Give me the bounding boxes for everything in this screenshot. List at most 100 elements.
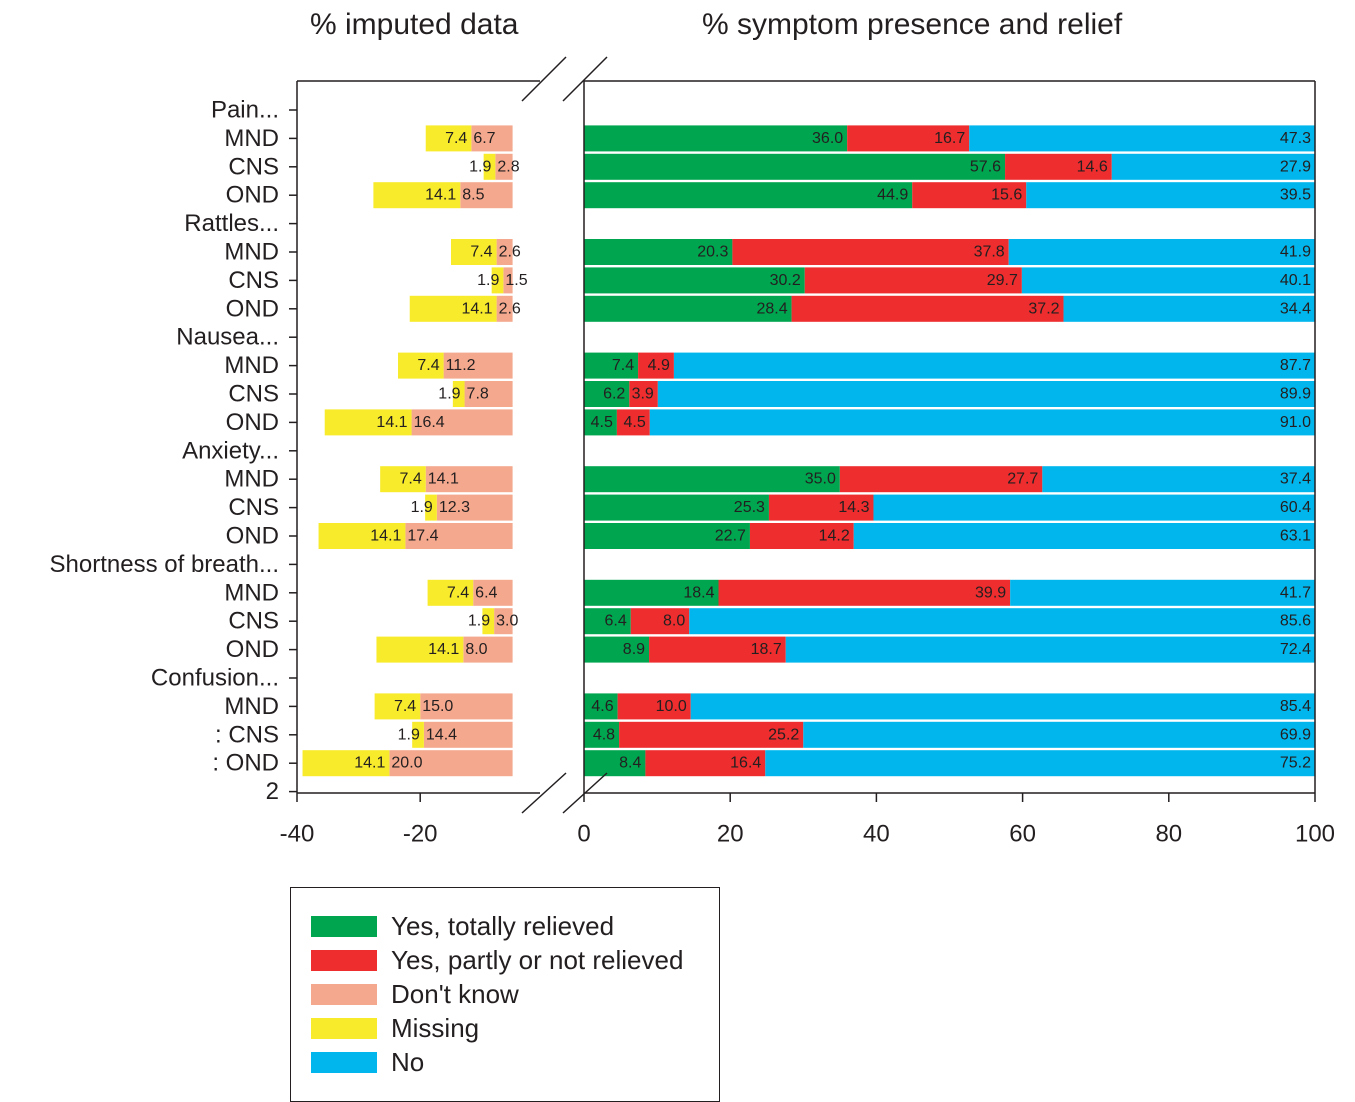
data-label-missing: 7.4 (417, 357, 439, 374)
bar-dont-know (464, 381, 513, 407)
data-label-partly-relieved: 39.9 (975, 584, 1006, 601)
legend-item-missing: Missing (311, 1012, 480, 1043)
legend-item-partly-relieved: Yes, partly or not relieved (311, 945, 683, 975)
data-label-partly-relieved: 29.7 (987, 272, 1018, 289)
data-label-no: 39.5 (1280, 187, 1311, 204)
bar-missing (380, 466, 426, 493)
bar-totally-relieved (584, 636, 650, 663)
bar-totally-relieved (584, 239, 733, 265)
bar-partly-relieved (645, 750, 766, 777)
data-label-totally-relieved: 20.3 (697, 244, 728, 261)
data-label-dont-know: 2.8 (497, 158, 519, 175)
legend-swatch-partly-relieved (311, 949, 377, 971)
bar-dont-know (496, 295, 513, 322)
bar-partly-relieved (617, 693, 691, 720)
data-label-partly-relieved: 16.7 (934, 130, 965, 147)
data-label-missing: 7.4 (399, 471, 421, 488)
bar-totally-relieved (584, 693, 618, 720)
bar-missing (409, 295, 497, 322)
y-tick-label: 2 (266, 778, 279, 805)
bar-totally-relieved (584, 750, 646, 777)
bar-no (1008, 239, 1315, 265)
data-label-no: 40.1 (1280, 272, 1311, 289)
y-tick-label: Shortness of breath... (50, 551, 279, 578)
y-tick-label: Anxiety... (182, 437, 279, 464)
data-label-missing: 14.1 (370, 528, 401, 545)
data-label-no: 47.3 (1280, 130, 1311, 147)
data-label-partly-relieved: 16.4 (730, 755, 761, 772)
bar-dont-know (436, 494, 513, 521)
bar-totally-relieved (584, 295, 792, 322)
legend-swatch-totally-relieved (311, 915, 377, 937)
data-label-partly-relieved: 4.5 (624, 414, 646, 431)
bar-totally-relieved (584, 352, 639, 379)
data-label-missing: 1.9 (438, 386, 460, 403)
data-label-partly-relieved: 18.7 (751, 641, 782, 658)
data-label-no: 60.4 (1280, 499, 1311, 516)
y-tick-label: OND (226, 636, 279, 663)
data-label-dont-know: 1.5 (505, 272, 527, 289)
data-label-partly-relieved: 37.2 (1028, 300, 1059, 317)
data-label-dont-know: 6.7 (473, 130, 495, 147)
bar-partly-relieved (804, 267, 1022, 294)
data-label-no: 27.9 (1280, 158, 1311, 175)
legend-label-totally-relieved: Yes, totally relieved (391, 910, 615, 941)
x-tick-label: -40 (280, 821, 315, 848)
data-label-partly-relieved: 10.0 (656, 698, 687, 715)
y-tick-label: CNS (228, 153, 279, 180)
data-label-missing: 1.9 (477, 272, 499, 289)
data-label-totally-relieved: 30.2 (770, 272, 801, 289)
bar-dont-know (471, 125, 513, 152)
legend-label-dont-know: Don't know (391, 978, 519, 1009)
data-label-no: 85.4 (1280, 698, 1311, 715)
data-label-totally-relieved: 8.4 (619, 755, 641, 772)
y-tick-label: OND (226, 523, 279, 550)
bar-missing (425, 125, 472, 152)
legend-swatch-no (311, 1051, 377, 1073)
bar-partly-relieved (638, 352, 674, 379)
data-label-dont-know: 15.0 (422, 698, 453, 715)
bar-totally-relieved (584, 523, 750, 549)
bar-no (673, 352, 1315, 379)
y-tick-label: MND (224, 125, 279, 152)
data-label-totally-relieved: 4.6 (591, 698, 613, 715)
data-label-totally-relieved: 36.0 (812, 130, 843, 147)
bar-missing (398, 352, 444, 379)
data-label-totally-relieved: 22.7 (715, 528, 746, 545)
data-label-dont-know: 14.1 (428, 471, 459, 488)
data-label-missing: 1.9 (411, 499, 433, 516)
y-tick-label: OND (226, 409, 279, 436)
data-label-dont-know: 6.4 (475, 584, 497, 601)
bar-partly-relieved (1005, 153, 1112, 180)
axis-break-mark (562, 56, 608, 102)
x-tick-label: 80 (1155, 821, 1182, 848)
bar-partly-relieved (718, 579, 1011, 606)
data-label-totally-relieved: 28.4 (756, 300, 787, 317)
right-panel-title: % symptom presence and relief (702, 8, 1123, 41)
bar-dont-know (473, 579, 513, 606)
bar-partly-relieved (839, 466, 1043, 493)
bar-missing (376, 636, 464, 663)
bar-dont-know (423, 721, 513, 748)
y-tick-label: MND (224, 352, 279, 379)
bar-dont-know (389, 750, 513, 777)
data-label-totally-relieved: 4.5 (591, 414, 613, 431)
legend-swatch-dont-know (311, 983, 377, 1005)
data-label-missing: 7.4 (470, 244, 492, 261)
bar-partly-relieved (732, 239, 1009, 265)
legend-label-missing: Missing (391, 1012, 480, 1043)
legend-label-no: No (391, 1046, 425, 1077)
bar-dont-know (495, 153, 513, 180)
bar-totally-relieved (584, 125, 848, 152)
data-label-partly-relieved: 37.8 (974, 244, 1005, 261)
y-tick-label: MND (224, 466, 279, 493)
data-label-dont-know: 16.4 (414, 414, 445, 431)
bar-no (657, 381, 1315, 407)
bar-dont-know (420, 693, 513, 720)
data-label-no: 91.0 (1280, 414, 1311, 431)
y-tick-label: Nausea... (176, 324, 279, 351)
bar-dont-know (460, 182, 513, 209)
data-label-totally-relieved: 8.9 (623, 641, 645, 658)
y-tick-label: : OND (212, 750, 279, 777)
data-label-partly-relieved: 3.9 (632, 386, 654, 403)
